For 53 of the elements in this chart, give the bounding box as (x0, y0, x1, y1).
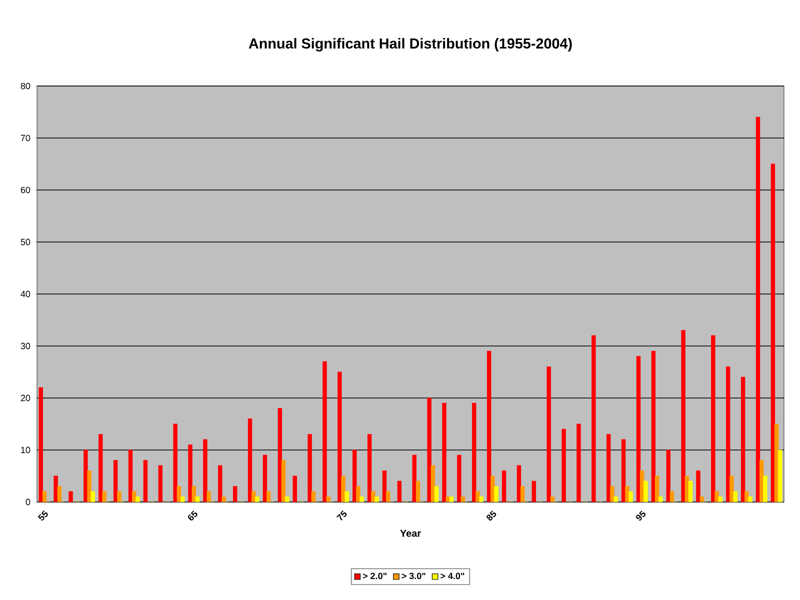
y-tick-label: 20 (20, 394, 30, 402)
bar (610, 486, 614, 502)
bar (102, 491, 106, 502)
bar (341, 476, 346, 502)
bar (57, 486, 62, 502)
bar (42, 491, 47, 502)
bar (430, 465, 436, 502)
bar (460, 496, 465, 502)
bar (356, 486, 360, 502)
x-axis-title: Year (400, 530, 421, 537)
bar (206, 491, 211, 502)
bar (744, 491, 749, 502)
y-tick-label: 30 (20, 342, 30, 350)
bar (266, 491, 271, 502)
legend-label: > 3.0" (402, 572, 426, 580)
y-tick-label: 70 (20, 134, 30, 142)
bar (222, 496, 226, 502)
legend-label: > 4.0" (440, 572, 464, 580)
chart-title: Annual Significant Hail Distribution (1955-2004) (248, 38, 572, 52)
bar (326, 496, 330, 502)
bar (625, 486, 630, 502)
bar (446, 496, 450, 502)
bar (281, 460, 286, 502)
x-tick-label: 75 (336, 510, 347, 521)
y-tick-label: 60 (20, 186, 30, 194)
x-tick-label: 95 (636, 510, 646, 521)
bar (520, 486, 525, 502)
x-tick-label: 65 (188, 510, 198, 520)
bar (176, 486, 182, 502)
x-tick-label: 85 (486, 510, 496, 521)
bar (416, 480, 420, 502)
bar (670, 491, 674, 502)
y-tick-label: 0 (26, 498, 30, 506)
y-tick-label: 80 (20, 82, 30, 90)
bar (714, 491, 719, 502)
x-tick-label: 55 (38, 510, 48, 521)
bar (550, 496, 555, 502)
legend-label: > 2.0" (362, 572, 386, 580)
bar (371, 491, 376, 502)
y-tick-label: 40 (20, 290, 30, 298)
bar (730, 476, 734, 502)
bar (87, 470, 92, 502)
bar (117, 491, 122, 502)
bar (311, 491, 316, 502)
bar (476, 491, 480, 502)
bar (192, 486, 196, 502)
y-tick-label: 10 (21, 446, 30, 454)
bar (252, 491, 256, 502)
bar (490, 476, 495, 502)
bar (386, 491, 390, 502)
y-tick-label: 50 (20, 238, 30, 246)
bar (700, 496, 704, 502)
bar (654, 476, 660, 502)
